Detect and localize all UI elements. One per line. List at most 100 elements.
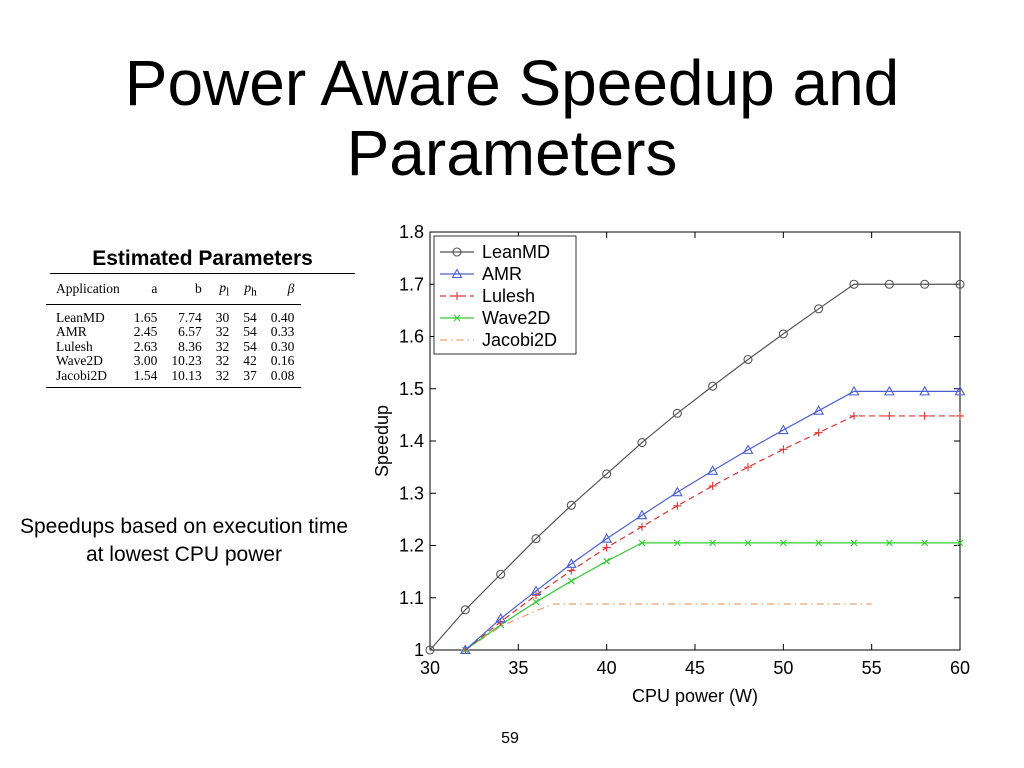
data-point [850, 539, 858, 547]
data-point [744, 463, 752, 472]
table-cell: Wave2D [56, 353, 103, 369]
table-cell: 10.23 [171, 353, 202, 369]
table-cell: 8.36 [178, 338, 202, 354]
table-header-row: Application a b pl ph β [46, 278, 302, 305]
y-tick-label: 1.8 [399, 222, 424, 242]
series-jacobi2d [465, 603, 872, 651]
table-cell: 1.54 [133, 367, 158, 383]
series-lulesh [461, 411, 964, 654]
data-point [955, 279, 965, 289]
table-cell: 32 [215, 324, 230, 340]
data-point [638, 522, 646, 531]
table-cell: AMR [56, 324, 87, 340]
data-point [636, 509, 648, 520]
data-point [850, 411, 858, 420]
data-point [814, 428, 823, 437]
data-point [530, 585, 542, 596]
data-point [883, 385, 895, 396]
data-point [566, 500, 576, 510]
y-tick-label: 1.6 [399, 327, 424, 347]
table-cell: 30 [215, 309, 230, 325]
series-line [429, 283, 960, 651]
data-point [815, 539, 823, 547]
data-point [777, 424, 789, 435]
table-cell: 0.08 [270, 367, 295, 383]
slide-title: Power Aware Speedup and Parameters [0, 48, 1024, 188]
page-number: 59 [501, 730, 519, 747]
data-point [813, 405, 825, 415]
table-cell: 37 [243, 367, 257, 383]
data-point [567, 577, 575, 585]
data-point [920, 411, 929, 420]
data-point [532, 598, 540, 606]
header-ph: ph [244, 280, 257, 299]
x-axis-label: CPU power (W) [632, 686, 758, 706]
x-tick-label: 40 [597, 658, 617, 678]
slide-title-line2: Parameters [346, 117, 678, 189]
data-point [453, 314, 461, 322]
data-point [602, 543, 611, 552]
x-tick-label: 30 [420, 658, 440, 678]
data-point [673, 501, 682, 510]
x-tick-label: 35 [508, 658, 528, 678]
table-cell: Lulesh [56, 338, 93, 354]
data-point [565, 558, 577, 568]
table-cell: 54 [243, 338, 257, 354]
header-application: Application [56, 281, 120, 297]
legend-label: Jacobi2D [482, 330, 557, 350]
data-point [707, 465, 719, 475]
data-point [744, 539, 752, 547]
y-tick-label: 1.4 [399, 431, 424, 451]
data-point [919, 385, 931, 396]
data-point [779, 539, 787, 547]
legend-label: Lulesh [482, 286, 535, 306]
slide-title-line1: Power Aware Speedup and [124, 47, 900, 119]
table-cell: 54 [243, 309, 257, 325]
table-cell: 32 [215, 367, 230, 383]
table-title: Estimated Parameters [50, 247, 355, 274]
data-point [709, 539, 717, 547]
data-point [531, 534, 541, 544]
table-row: LeanMD 1.65 7.74 30 54 0.40 [46, 304, 301, 325]
series-line [464, 415, 960, 651]
data-point [453, 292, 461, 300]
y-tick-label: 1.5 [399, 379, 424, 399]
legend-label: AMR [482, 264, 522, 284]
data-point [814, 304, 824, 314]
x-tick-label: 45 [685, 658, 705, 678]
x-tick-label: 55 [862, 658, 882, 678]
y-axis-label: Speedup [372, 405, 392, 477]
header-pl: pl [219, 280, 230, 299]
data-point [496, 569, 506, 579]
data-point [921, 539, 929, 547]
table-cell: 32 [215, 353, 230, 369]
series-amr [459, 385, 966, 655]
data-point [637, 438, 647, 448]
series-wave2d [461, 539, 964, 654]
series-line [465, 603, 872, 651]
parameters-table: Application a b pl ph β LeanMD 1.65 7.74 30… [46, 278, 302, 388]
table-cell: Jacobi2D [56, 367, 107, 383]
data-point [885, 411, 894, 420]
data-point [920, 279, 930, 289]
data-point [638, 539, 646, 547]
data-point [567, 566, 576, 575]
table-cell: 0.16 [270, 353, 295, 369]
y-tick-label: 1.3 [399, 483, 424, 503]
data-point [532, 591, 540, 600]
table-cell: LeanMD [56, 309, 105, 325]
data-point [885, 539, 893, 547]
table-cell: 42 [243, 353, 257, 369]
header-b: b [195, 281, 202, 297]
table-cell: 2.45 [133, 324, 158, 340]
table-row: AMR 2.45 6.57 32 54 0.33 [46, 325, 301, 340]
table-row: Jacobi2D 1.54 10.13 32 37 0.08 [46, 367, 301, 388]
data-point [708, 381, 718, 391]
table-cell: 6.57 [178, 324, 202, 340]
data-point [849, 279, 859, 289]
data-point [451, 268, 463, 279]
data-point [742, 444, 754, 454]
data-point [954, 385, 966, 396]
data-point [602, 469, 612, 479]
